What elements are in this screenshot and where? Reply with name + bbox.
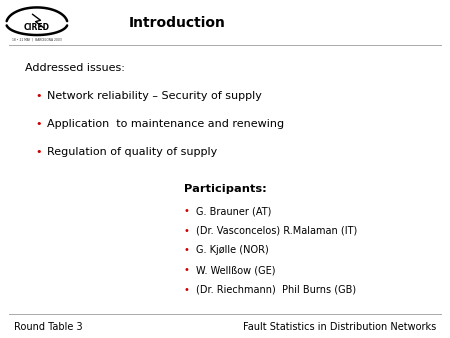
Text: W. Wellßow (GE): W. Wellßow (GE): [196, 265, 275, 275]
Text: •: •: [35, 119, 41, 129]
Text: Addressed issues:: Addressed issues:: [25, 63, 125, 73]
Text: (Dr. Vasconcelos) R.Malaman (IT): (Dr. Vasconcelos) R.Malaman (IT): [196, 226, 357, 236]
Text: •: •: [184, 285, 190, 295]
Text: Regulation of quality of supply: Regulation of quality of supply: [47, 147, 217, 157]
Text: Round Table 3: Round Table 3: [14, 322, 82, 332]
Text: •: •: [184, 226, 190, 236]
Text: •: •: [35, 91, 41, 101]
Text: CIRED: CIRED: [24, 23, 50, 31]
Text: Network reliability – Security of supply: Network reliability – Security of supply: [47, 91, 262, 101]
Text: Introduction: Introduction: [128, 16, 225, 30]
Text: (Dr. Riechmann)  Phil Burns (GB): (Dr. Riechmann) Phil Burns (GB): [196, 285, 356, 295]
Text: •: •: [184, 245, 190, 256]
Text: Application  to maintenance and renewing: Application to maintenance and renewing: [47, 119, 284, 129]
Text: •: •: [184, 265, 190, 275]
Text: Participants:: Participants:: [184, 184, 266, 194]
Text: •: •: [184, 206, 190, 216]
Text: G. Brauner (AT): G. Brauner (AT): [196, 206, 271, 216]
Text: Fault Statistics in Distribution Networks: Fault Statistics in Distribution Network…: [243, 322, 436, 332]
Text: G. Kjølle (NOR): G. Kjølle (NOR): [196, 245, 269, 256]
Text: •: •: [35, 147, 41, 157]
Text: 18 • 21 MAY  |  BARCELONA 2003: 18 • 21 MAY | BARCELONA 2003: [12, 38, 62, 42]
